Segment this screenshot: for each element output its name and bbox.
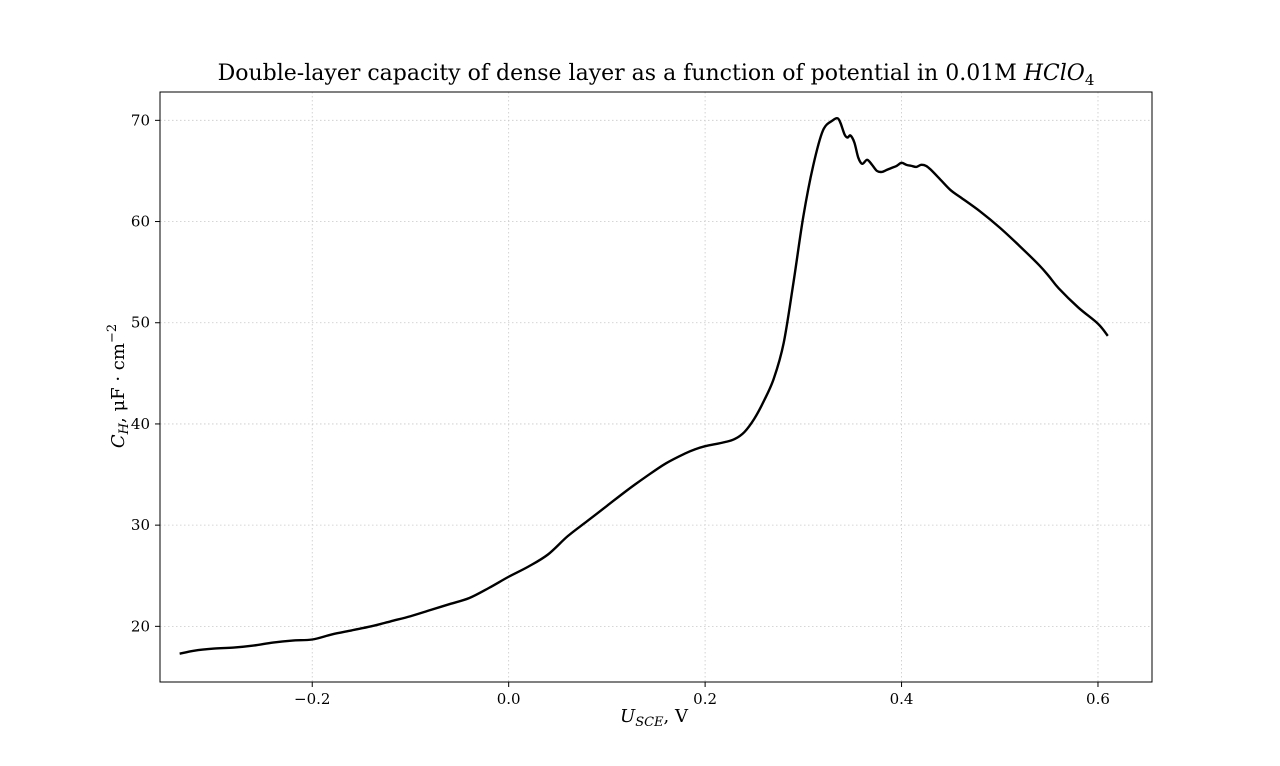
plot-area-frame <box>159 91 1153 683</box>
y-tick-label-5: 70 <box>131 111 150 129</box>
y-tick-label-3: 50 <box>131 314 150 332</box>
series-line-capacity <box>179 116 1109 655</box>
x-tick-label-0: −0.2 <box>294 690 330 708</box>
y-axis-label: CH, μF · cm−2 <box>105 324 132 448</box>
y-axis-label-rest: , μF · cm <box>108 343 129 423</box>
x-tick-label-1: 0.0 <box>497 690 521 708</box>
y-axis-label-sup: −2 <box>105 324 120 343</box>
x-tick-label-4: 0.6 <box>1086 690 1110 708</box>
y-tick-label-4: 60 <box>131 213 150 231</box>
x-axis-label-sub: SCE <box>635 715 664 730</box>
chart-title-formula-sub: 4 <box>1085 71 1095 89</box>
chart-title: Double-layer capacity of dense layer as … <box>218 61 1095 89</box>
x-axis-label-symbol: U <box>620 706 636 727</box>
x-axis-label-rest: , V <box>664 706 689 727</box>
grid-lines <box>160 92 1152 682</box>
x-tick-label-2: 0.2 <box>693 690 717 708</box>
chart-title-main: Double-layer capacity of dense layer as … <box>218 61 1024 86</box>
x-axis-label: USCE, V <box>620 706 689 730</box>
y-axis-label-sub: H <box>117 422 132 435</box>
axis-ticks: −0.2 0.0 0.2 0.4 0.6 20 30 40 50 60 70 <box>131 111 1110 708</box>
y-axis-label-symbol: C <box>108 434 129 448</box>
y-tick-label-2: 40 <box>131 415 150 433</box>
chart-title-formula: HClO <box>1023 61 1085 86</box>
y-tick-label-0: 20 <box>131 617 150 635</box>
x-tick-label-3: 0.4 <box>890 690 914 708</box>
y-tick-label-1: 30 <box>131 516 150 534</box>
